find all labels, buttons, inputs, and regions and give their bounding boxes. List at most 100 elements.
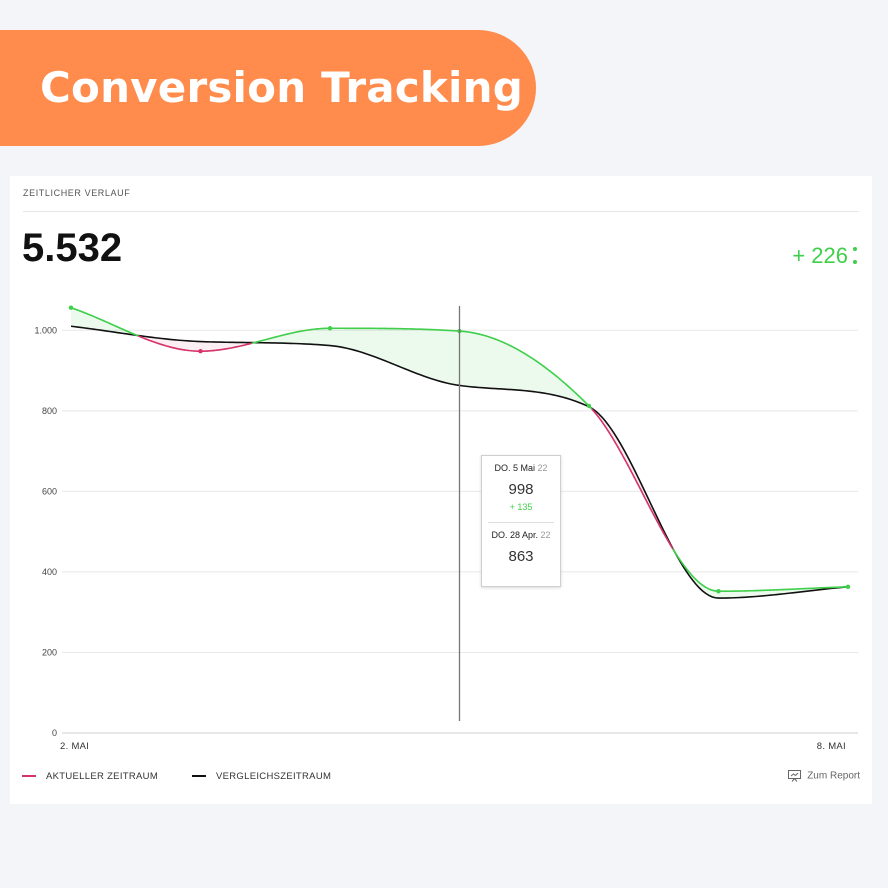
difference-area [770,589,774,596]
difference-area [103,320,107,332]
difference-area [300,330,305,344]
difference-area [530,357,534,392]
difference-area [333,328,337,347]
difference-area [317,328,321,345]
difference-area [206,341,211,352]
difference-area [757,590,761,597]
difference-area [284,333,288,344]
difference-area [517,349,522,391]
difference-area [741,590,745,598]
difference-area [381,328,386,361]
difference-area [414,329,418,374]
difference-area [508,344,512,390]
series-segment-aktueller-zeitraum [594,412,600,419]
y-tick-label: 1.000 [34,325,57,335]
tooltip-difference: + 135 [509,502,533,512]
difference-area [504,343,509,390]
difference-area [401,328,405,369]
difference-area [232,342,237,348]
legend-compare[interactable]: VERGLEICHSZEITRAUM [192,771,331,782]
legend-compare-swatch [192,775,206,778]
difference-area [608,425,612,437]
report-link-label: Zum Report [807,770,860,782]
difference-area [164,338,169,347]
difference-area [190,341,195,351]
series-segment-aktueller-zeitraum [659,526,665,534]
difference-area [469,332,473,387]
delta-value: + 226 [792,243,848,268]
difference-area [631,463,635,478]
difference-area [475,333,479,388]
series-segment-aktueller-zeitraum [639,489,645,498]
difference-area [375,328,379,359]
difference-area [783,589,787,594]
difference-area [168,339,172,348]
difference-area [74,308,78,328]
difference-area [495,339,499,389]
difference-area [459,331,463,386]
more-options-icon[interactable] [853,247,857,265]
difference-area [721,591,725,599]
difference-area [223,342,227,350]
tooltip-compare-date: DO. 28 Apr. 22 [491,530,551,540]
difference-area [498,340,502,389]
series-segment-aktueller-zeitraum [675,553,681,561]
series-segment-aktueller-zeitraum [617,446,623,455]
series-segment-aktueller-zeitraum [604,425,610,433]
series-segment-aktueller-zeitraum [627,464,632,473]
difference-area [472,332,476,388]
series-segment-aktueller-zeitraum [607,430,613,438]
difference-area [776,589,781,595]
data-point [716,589,721,594]
data-point [327,326,333,331]
difference-area [323,328,327,346]
difference-area [297,331,301,344]
difference-area [177,340,182,350]
x-tick-label: 2. MAI [60,741,89,752]
difference-area [618,439,622,454]
difference-area [543,366,547,394]
difference-area [563,381,567,399]
difference-area [346,328,350,349]
tooltip-current-value: 998 [508,481,534,498]
difference-area [71,307,75,327]
difference-area [313,328,318,345]
y-tick-label: 200 [42,647,57,657]
data-point [198,349,203,354]
difference-area [368,328,373,356]
difference-area [436,329,441,382]
difference-area [187,340,191,351]
difference-area [453,330,457,385]
difference-area [161,338,165,346]
difference-area [456,330,460,386]
difference-area [621,445,625,460]
difference-area [349,328,353,350]
difference-area [566,384,570,400]
difference-area [93,316,97,330]
page-title: Conversion Tracking [40,63,524,112]
difference-area [388,328,392,364]
difference-area [634,469,638,484]
difference-area [712,590,716,598]
difference-area [627,457,632,472]
data-point [845,584,851,590]
difference-area [83,312,88,329]
y-tick-label: 0 [52,728,57,738]
difference-area [307,329,311,345]
difference-area [226,342,230,349]
difference-area [77,310,81,328]
legend-current[interactable]: AKTUELLER ZEITRAUM [22,771,158,782]
difference-area [365,328,369,355]
difference-area [106,322,110,332]
difference-area [362,328,366,354]
difference-area [210,341,214,351]
difference-area [330,328,334,346]
difference-area [310,329,314,345]
difference-area [372,328,376,358]
report-link[interactable]: Zum Report [788,770,860,782]
series-segment-aktueller-zeitraum [646,501,652,510]
difference-area [611,429,615,442]
difference-area [339,328,343,348]
difference-area [109,323,114,332]
difference-area [378,328,382,360]
